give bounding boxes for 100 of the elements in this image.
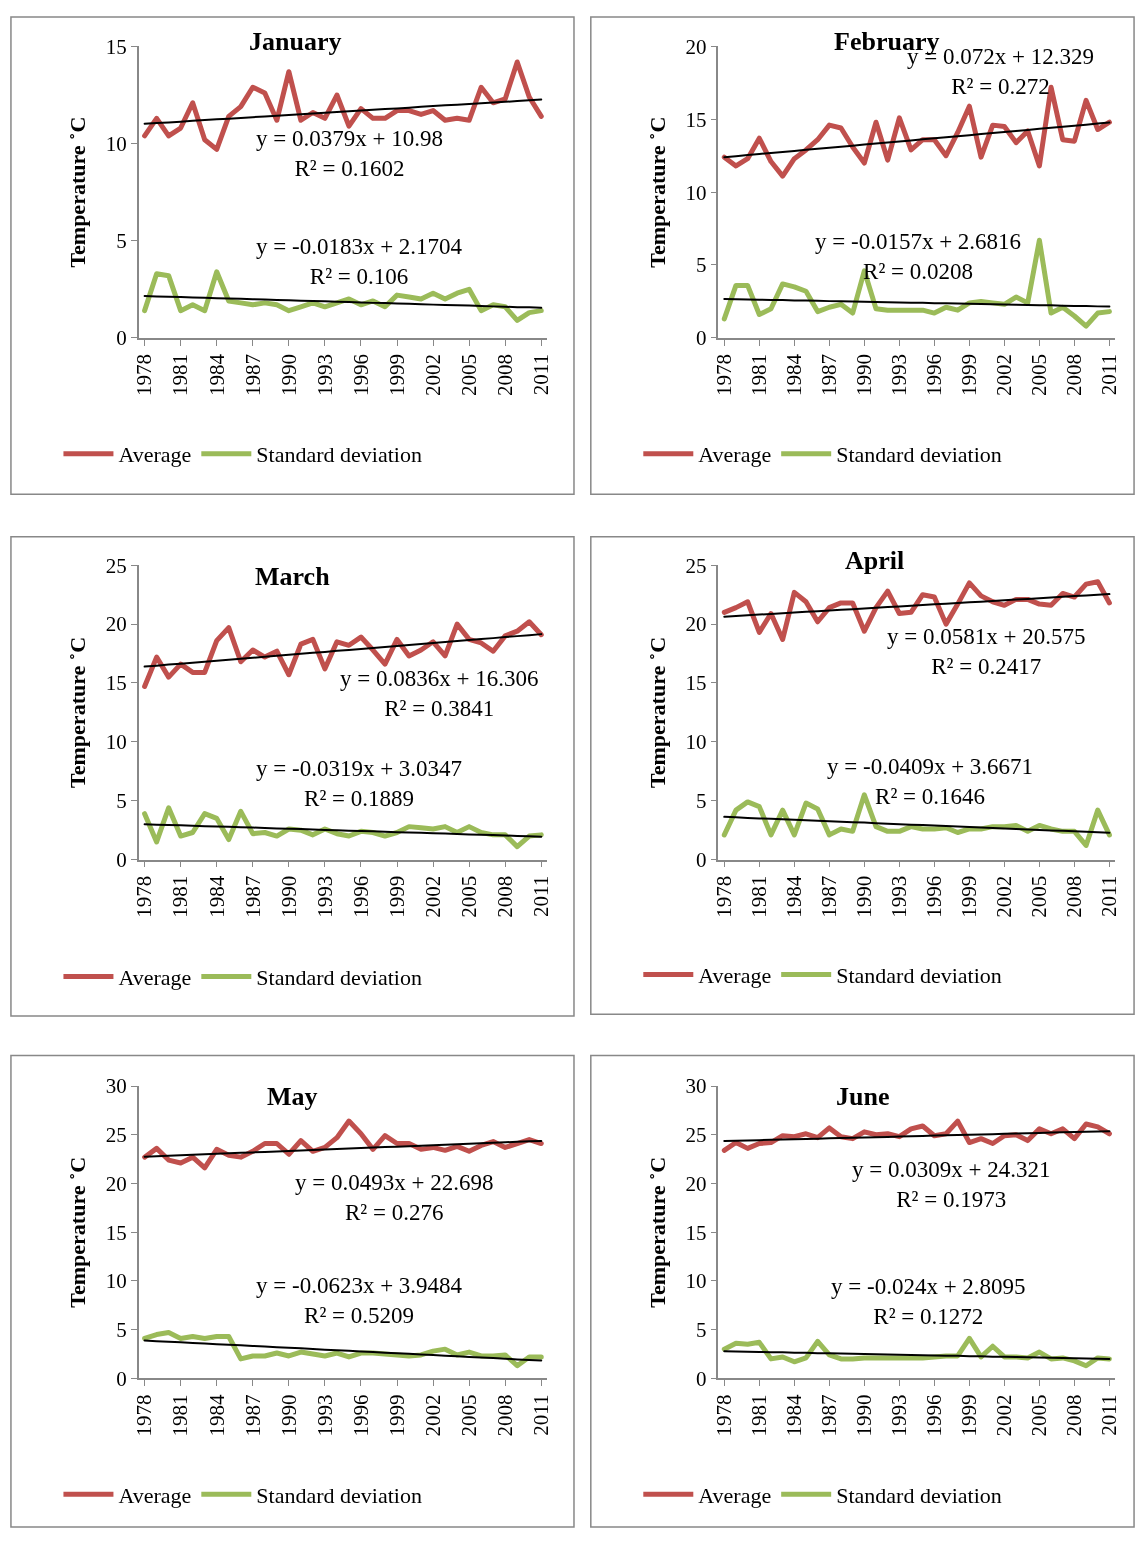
chart-title: April: [845, 546, 905, 575]
y-tick-label: 25: [685, 1123, 707, 1148]
x-tick-label: 2008: [1062, 875, 1087, 918]
x-tick-label: 1990: [276, 1394, 301, 1437]
x-tick-label: 1981: [747, 1394, 772, 1437]
x-tick-label: 2005: [1027, 1394, 1052, 1437]
x-tick-label: 2005: [456, 875, 481, 918]
x-tick-label: 2002: [992, 875, 1017, 918]
y-axis-title: Temperature ˚C: [644, 116, 670, 268]
y-tick-label: 0: [116, 1366, 127, 1391]
line-series: [723, 297, 1111, 308]
y-tick-label: 10: [105, 131, 127, 156]
y-tick-label: 20: [685, 34, 707, 59]
x-tick-label: 2011: [529, 1394, 554, 1436]
y-tick-label: 25: [105, 1123, 127, 1148]
annotation: y = 0.0309x + 24.321 R² = 0.1973: [852, 1157, 1051, 1212]
line-series: [723, 593, 1111, 618]
x-tick-label: 1999: [384, 353, 409, 396]
x-tick-label: 1978: [712, 353, 737, 396]
y-tick-label: 5: [696, 1318, 707, 1343]
y-tick-label: 20: [105, 612, 127, 637]
y-tick-label: 15: [105, 671, 127, 696]
y-tick-label: 10: [105, 730, 127, 755]
x-tick-label: 2002: [420, 875, 445, 918]
x-tick-label: 2002: [992, 353, 1017, 396]
y-tick-label: 5: [116, 1318, 127, 1343]
x-tick-label: 1993: [887, 1394, 912, 1437]
x-tick-label: 1984: [782, 1394, 807, 1437]
x-tick-label: 1990: [276, 875, 301, 918]
legend-label: Standard deviation: [256, 965, 422, 991]
x-tick-label: 1999: [957, 875, 982, 918]
x-tick-label: 1978: [132, 875, 157, 918]
x-tick-label: 1978: [132, 1394, 157, 1437]
x-tick-label: 1999: [957, 1394, 982, 1437]
line-series: [143, 1139, 543, 1158]
y-tick-label: 20: [685, 612, 707, 637]
y-tick-label: 5: [116, 229, 127, 254]
x-tick-label: 1993: [312, 1394, 337, 1437]
x-tick-label: 1984: [782, 875, 807, 918]
legend-label: Standard deviation: [836, 442, 1002, 468]
x-tick-label: 1987: [817, 1394, 842, 1437]
x-tick-label: 1993: [887, 875, 912, 918]
y-axis-title: Temperature ˚C: [644, 1156, 670, 1308]
line-series: [723, 1130, 1111, 1143]
chart-title: March: [255, 562, 331, 591]
x-tick-label: 1990: [276, 353, 301, 396]
annotation: y = 0.0379x + 10.98 R² = 0.1602: [256, 126, 443, 181]
line-series: [723, 1350, 1111, 1360]
x-tick-label: 1978: [132, 353, 157, 396]
x-tick-label: 1990: [852, 1394, 877, 1437]
y-tick-label: 0: [696, 1366, 707, 1391]
y-tick-label: 30: [105, 1074, 127, 1099]
x-tick-label: 2005: [1027, 875, 1052, 918]
x-tick-label: 2008: [493, 353, 518, 396]
x-tick-label: 2011: [1097, 353, 1122, 396]
y-tick-label: 15: [685, 1220, 707, 1245]
x-tick-label: 2002: [420, 353, 445, 396]
y-tick-label: 15: [685, 107, 707, 132]
x-tick-label: 1978: [712, 875, 737, 918]
y-tick-label: 15: [105, 34, 127, 59]
x-tick-label: 1984: [782, 353, 807, 396]
x-tick-label: 1984: [204, 353, 229, 396]
legend-label: Average: [698, 1482, 772, 1508]
x-tick-label: 2005: [1027, 353, 1052, 396]
legend-label: Average: [698, 963, 772, 989]
x-tick-label: 1978: [712, 1394, 737, 1437]
y-axis-title: Temperature ˚C: [64, 1156, 90, 1308]
y-tick-label: 5: [696, 253, 707, 278]
line-series: [143, 295, 543, 309]
y-axis-title: Temperature ˚C: [64, 636, 90, 788]
y-tick-label: 15: [105, 1220, 127, 1245]
legend-label: Average: [698, 442, 772, 468]
x-tick-label: 1999: [384, 1394, 409, 1437]
annotation: y = 0.0581x + 20.575 R² = 0.2417: [887, 624, 1086, 679]
x-tick-label: 2005: [456, 353, 481, 396]
x-tick-label: 1996: [922, 875, 947, 918]
x-tick-label: 1987: [240, 1394, 265, 1437]
line-series: [143, 633, 543, 668]
annotation: y = 0.0493x + 22.698 R² = 0.276: [295, 1170, 494, 1225]
y-tick-label: 10: [105, 1269, 127, 1294]
y-tick-label: 0: [696, 847, 707, 872]
legend-label: Standard deviation: [256, 442, 422, 468]
x-tick-label: 2011: [529, 353, 554, 396]
annotation: y = -0.024x + 2.8095 R² = 0.1272: [831, 1274, 1026, 1329]
x-tick-label: 2008: [1062, 1394, 1087, 1437]
x-tick-label: 2005: [456, 1394, 481, 1437]
annotation: y = -0.0319x + 3.0347 R² = 0.1889: [256, 756, 463, 811]
x-tick-label: 1990: [852, 875, 877, 918]
x-tick-label: 1996: [922, 353, 947, 396]
x-tick-label: 1996: [348, 353, 373, 396]
x-tick-label: 2008: [493, 1394, 518, 1437]
x-tick-label: 1981: [747, 875, 772, 918]
legend-label: Average: [118, 1482, 192, 1508]
y-tick-label: 5: [116, 789, 127, 814]
x-tick-label: 1984: [204, 1394, 229, 1437]
y-axis-title: Temperature ˚C: [64, 116, 90, 268]
y-axis-title: Temperature ˚C: [644, 636, 670, 788]
x-tick-label: 1990: [852, 353, 877, 396]
annotation: y = -0.0409x + 3.6671 R² = 0.1646: [827, 754, 1034, 809]
y-tick-label: 0: [116, 326, 127, 351]
